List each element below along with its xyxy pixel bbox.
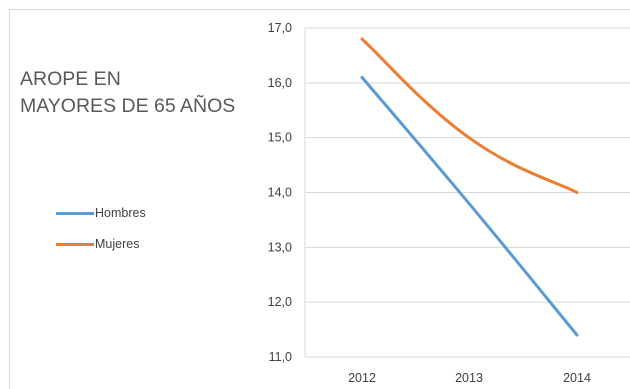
y-tick-label-5: 12,0 [268,295,292,309]
y-tick-label-6: 11,0 [269,350,292,364]
x-tick-label-1: 2013 [455,371,483,383]
chart-frame [9,9,630,389]
x-tick-label-0: 2012 [348,371,376,383]
legend: Hombres Mujeres [56,204,146,266]
data-point-mujeres-2014 [576,191,579,194]
series-line-hombres [360,75,579,337]
y-tick-label-2: 15,0 [268,131,292,145]
data-point-hombres-2014 [576,334,579,337]
y-tick-label-3: 14,0 [268,186,292,200]
data-point-mujeres-2013 [468,136,471,139]
legend-label-mujeres: Mujeres [95,237,140,251]
y-tick-label-0: 17,0 [268,21,292,35]
legend-label-hombres: Hombres [95,206,146,220]
chart-title-line-1: AROPE EN [20,68,121,90]
data-point-mujeres-2012 [361,37,364,40]
data-point-hombres-2012 [361,76,364,79]
y-tick-label-1: 16,0 [268,76,292,90]
chart-title-line-2: MAYORES DE 65 AÑOS [20,95,236,117]
x-tick-label-2: 2014 [563,371,591,383]
chart-title: AROPE EN MAYORES DE 65 AÑOS [20,66,260,120]
data-point-hombres-2013 [468,202,471,205]
legend-item-hombres: Hombres [56,204,146,222]
legend-swatch-hombres [56,211,94,215]
legend-item-mujeres: Mujeres [56,235,146,253]
series-line-mujeres [360,37,579,194]
y-tick-label-4: 13,0 [268,240,292,254]
legend-swatch-mujeres [56,242,94,246]
